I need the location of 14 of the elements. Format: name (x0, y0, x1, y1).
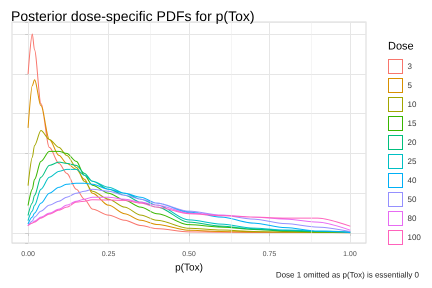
legend-label: 100 (408, 233, 422, 242)
legend-label: 40 (408, 176, 417, 185)
x-axis-title: p(Tox) (175, 262, 203, 274)
legend-label: 5 (408, 81, 412, 90)
chart-title: Posterior dose-specific PDFs for p(Tox) (11, 8, 255, 24)
legend-label: 10 (408, 100, 417, 109)
legend-label: 25 (408, 157, 417, 166)
legend-title: Dose (388, 40, 414, 52)
legend-label: 80 (408, 214, 417, 223)
legend-label: 3 (408, 62, 412, 71)
legend-label: 20 (408, 138, 417, 147)
legend-label: 50 (408, 195, 417, 204)
legend-label: 15 (408, 119, 417, 128)
text: Dose 1 omitted as p(Tox) is essentially 0 (276, 270, 420, 280)
